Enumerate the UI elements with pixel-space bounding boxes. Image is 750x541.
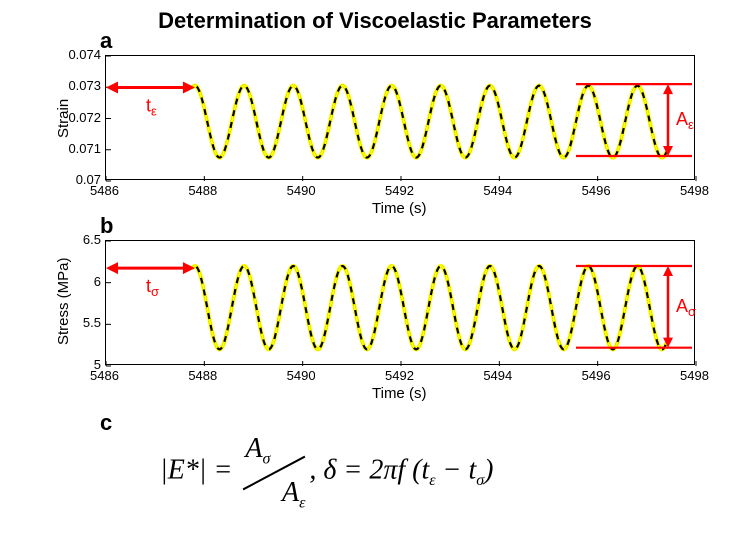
ytick-label: 0.073 (68, 78, 101, 93)
xtick-label: 5488 (188, 368, 217, 383)
xlabel-a: Time (s) (372, 200, 426, 217)
panel-b-label: b (100, 213, 113, 239)
xtick-label: 5488 (188, 183, 217, 198)
ylabel-b: Stress (MPa) (55, 257, 72, 345)
xtick-label: 5492 (385, 368, 414, 383)
ytick-label: 6 (94, 274, 101, 289)
xlabel-b: Time (s) (372, 385, 426, 402)
xtick-label: 5498 (680, 368, 709, 383)
ytick-label: 0.071 (68, 141, 101, 156)
xtick-label: 5498 (680, 183, 709, 198)
svg-text:tσ: tσ (146, 276, 159, 299)
xtick-label: 5494 (483, 183, 512, 198)
panel-a-label: a (100, 28, 112, 54)
svg-text:tε: tε (146, 95, 157, 118)
plot-a: tε Aε (105, 55, 695, 180)
svg-text:Aσ: Aσ (676, 296, 696, 319)
xtick-label: 5490 (287, 183, 316, 198)
svg-text:Aε: Aε (676, 109, 694, 132)
plot-b: tσ Aσ (105, 240, 695, 365)
equation: |E*| = AσAε, δ = 2πf (tε − tσ) (160, 445, 493, 499)
xtick-label: 5490 (287, 368, 316, 383)
page-title: Determination of Viscoelastic Parameters (0, 0, 750, 34)
xtick-label: 5494 (483, 368, 512, 383)
xtick-label: 5496 (582, 368, 611, 383)
ytick-label: 5.5 (83, 315, 101, 330)
ytick-label: 0.07 (76, 172, 101, 187)
xtick-label: 5496 (582, 183, 611, 198)
ytick-label: 5 (94, 357, 101, 372)
panel-c-label: c (100, 410, 112, 436)
ytick-label: 6.5 (83, 232, 101, 247)
ytick-label: 0.074 (68, 47, 101, 62)
ytick-label: 0.072 (68, 110, 101, 125)
xtick-label: 5492 (385, 183, 414, 198)
